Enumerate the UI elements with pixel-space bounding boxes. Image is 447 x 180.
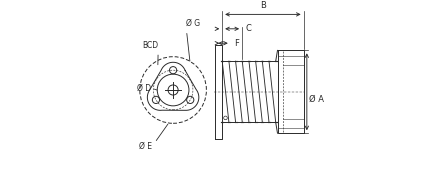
Text: Ø E: Ø E	[139, 124, 168, 151]
Text: Ø D: Ø D	[138, 84, 157, 93]
Text: B: B	[260, 1, 266, 10]
Text: F: F	[234, 39, 239, 48]
Text: Ø A: Ø A	[308, 94, 324, 103]
Text: C: C	[245, 24, 251, 33]
Text: Ø G: Ø G	[186, 19, 200, 61]
Text: BCD: BCD	[142, 40, 158, 65]
